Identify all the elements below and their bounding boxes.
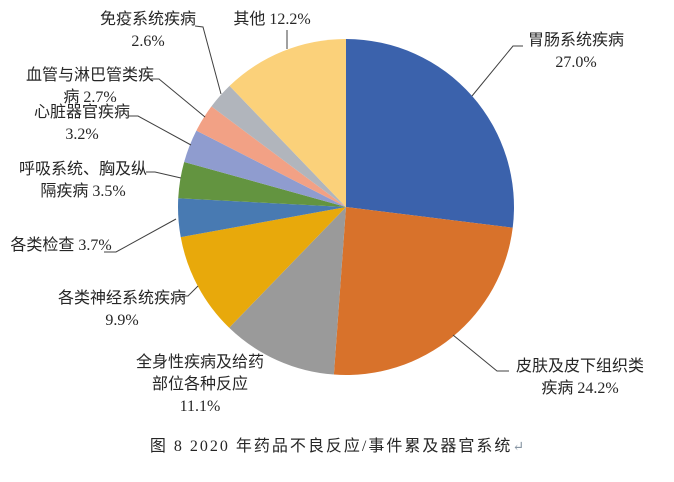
pie-slice-4 <box>180 207 346 328</box>
pie-slice-5 <box>178 198 346 238</box>
leader-line-1 <box>471 45 523 97</box>
pie-slice-1 <box>346 39 514 228</box>
pie-slice-9 <box>211 85 346 207</box>
leader-line-6 <box>146 171 182 179</box>
pie-slice-3 <box>229 207 346 375</box>
pie-slice-2 <box>333 207 513 375</box>
leader-line-9 <box>194 25 222 95</box>
pie-slice-6 <box>178 161 346 207</box>
leader-line-5 <box>104 218 177 253</box>
leader-line-7 <box>128 115 192 146</box>
pie-slice-7 <box>184 130 346 207</box>
pie-slice-8 <box>196 106 346 207</box>
figure-caption: 图 8 2020 年药品不良反应/事件累及器官系统↵ <box>0 432 674 456</box>
leader-line-8 <box>150 78 206 118</box>
paragraph-return-mark: ↵ <box>512 440 525 455</box>
pie-slice-10 <box>229 39 346 207</box>
leader-line-4 <box>182 285 199 297</box>
figure-caption-text: 图 8 2020 年药品不良反应/事件累及器官系统 <box>149 438 513 455</box>
leader-line-2 <box>452 334 509 372</box>
